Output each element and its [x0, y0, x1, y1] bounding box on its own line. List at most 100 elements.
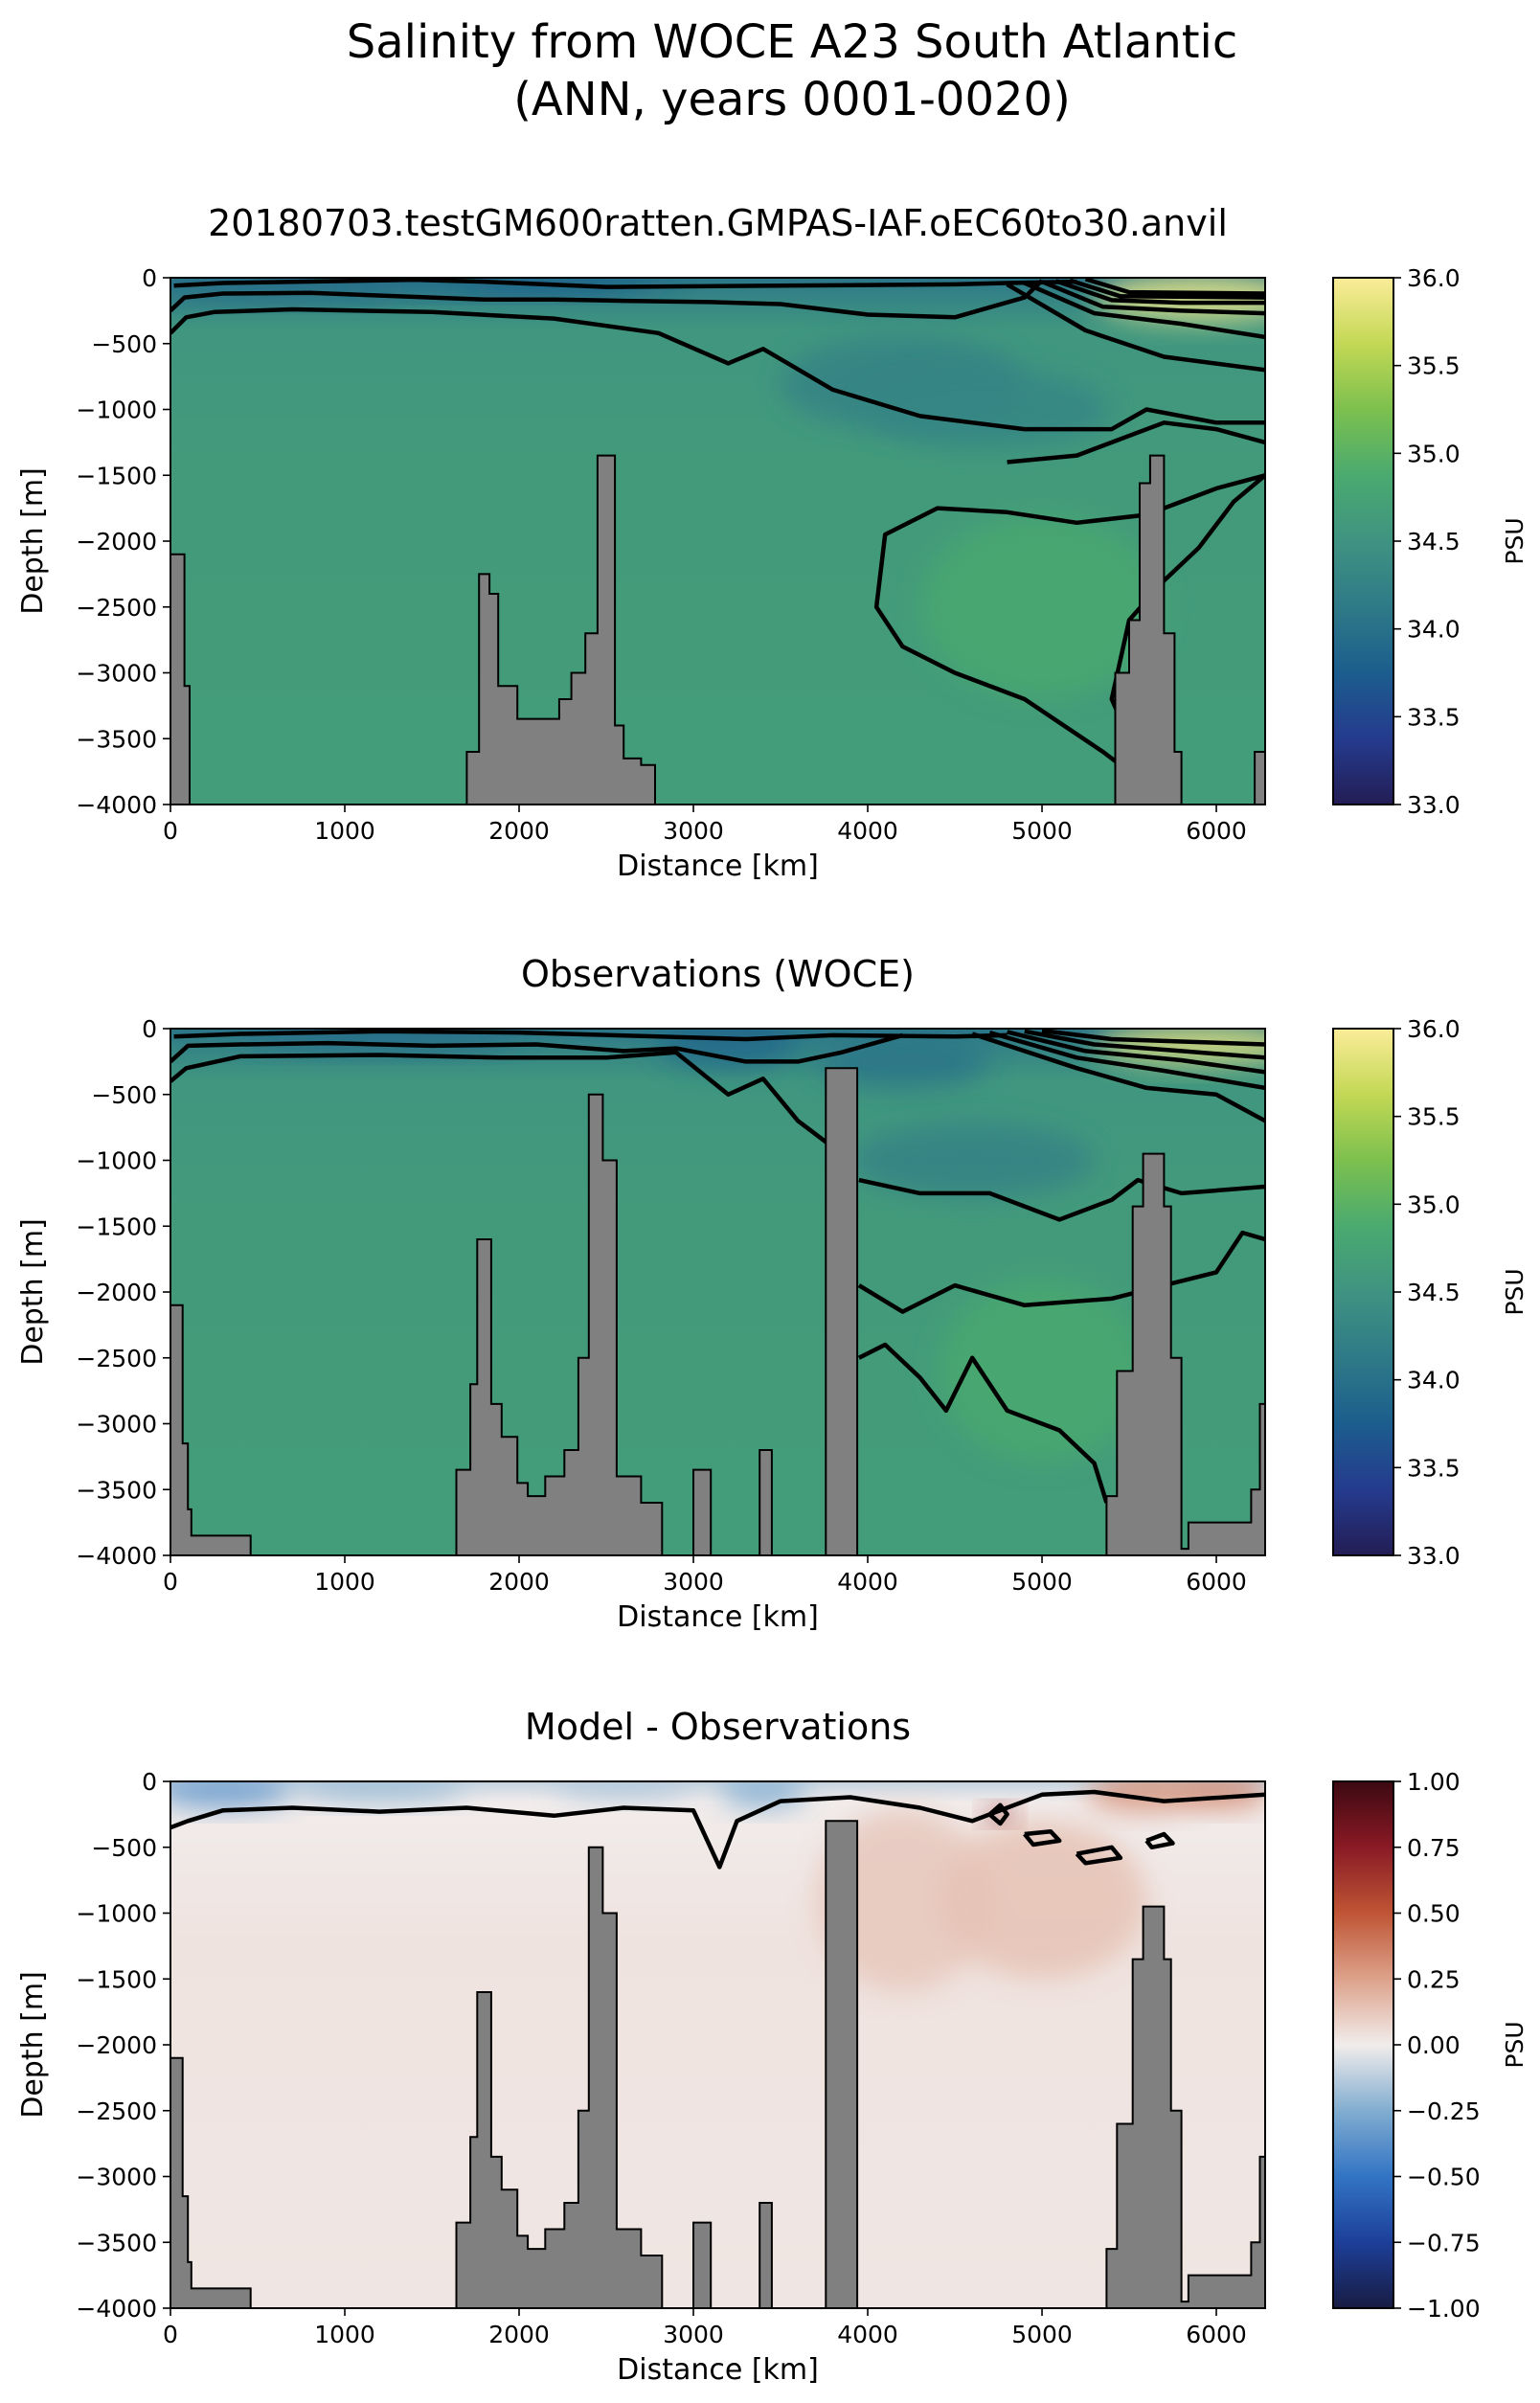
- x-tick-label: 6000: [1186, 817, 1247, 845]
- colorbar-tick-label: 35.0: [1407, 440, 1461, 467]
- y-tick-label: −500: [91, 1081, 157, 1109]
- x-tick-label: 1000: [314, 2321, 375, 2348]
- contour-line: [858, 1177, 1265, 1222]
- contour-line: [170, 279, 1044, 320]
- x-tick-label: 4000: [837, 2321, 898, 2348]
- contour-line: [1075, 1845, 1123, 1866]
- y-tick-label: −500: [91, 1834, 157, 1862]
- contour-line: [1041, 1029, 1265, 1047]
- x-tick-label: 5000: [1011, 1568, 1073, 1596]
- contour-line: [1054, 279, 1265, 306]
- y-tick-label: −3500: [76, 725, 157, 753]
- colorbar-tick-label: 36.0: [1407, 1015, 1461, 1043]
- y-axis-label: Depth [m]: [16, 1971, 50, 2119]
- x-tick-label: 0: [163, 2321, 178, 2348]
- field-anomaly: [815, 1807, 990, 1992]
- contour-lines: [170, 1029, 1265, 1504]
- y-tick-label: −3000: [76, 660, 157, 688]
- colorbar-tick-label: 34.0: [1407, 1367, 1461, 1394]
- contour-line: [1024, 1029, 1265, 1060]
- field-anomaly: [1085, 1781, 1208, 1812]
- colorbar-scale: [1332, 1028, 1394, 1556]
- y-tick-label: −2000: [76, 1279, 157, 1306]
- contour-line: [1069, 278, 1265, 300]
- colorbar-tick-label: −1.00: [1407, 2295, 1481, 2323]
- field-anomaly: [937, 1279, 1147, 1463]
- colorbar-label: PSU: [1501, 517, 1529, 564]
- figure-title-line1: Salinity from WOCE A23 South Atlantic: [347, 15, 1238, 69]
- colorbar-tick-label: 33.0: [1407, 1542, 1461, 1570]
- colorbar-tick-label: −0.75: [1407, 2229, 1481, 2256]
- y-tick-label: −3500: [76, 1476, 157, 1504]
- field-anomaly: [554, 1781, 693, 1801]
- colorbar-tick-label: 35.5: [1407, 352, 1461, 380]
- y-tick-label: −2500: [76, 2097, 157, 2125]
- colorbar-tick-label: 0.75: [1407, 1834, 1461, 1862]
- field-anomaly: [1181, 1781, 1265, 1808]
- x-axis-label: Distance [km]: [617, 1600, 819, 1634]
- contour-line: [971, 1031, 1265, 1123]
- colorbar-label: PSU: [1501, 1268, 1529, 1315]
- x-tick-label: 3000: [663, 2321, 724, 2348]
- y-axis-label: Depth [m]: [16, 1218, 50, 1366]
- y-axis-label: Depth [m]: [16, 467, 50, 615]
- colorbar-tick-label: 36.0: [1407, 264, 1461, 292]
- colorbar-tick-label: 1.00: [1407, 1768, 1461, 1796]
- x-tick-label: 5000: [1011, 2321, 1073, 2348]
- x-tick-label: 2000: [488, 817, 550, 845]
- contour-line: [1144, 1831, 1175, 1850]
- contour-line: [988, 1030, 1265, 1091]
- colorbar-tick-label: 0.00: [1407, 2031, 1461, 2059]
- field-anomaly: [849, 1123, 1095, 1197]
- x-tick-label: 3000: [663, 1568, 724, 1596]
- contour-line: [987, 1802, 1009, 1826]
- colorbar-tick-label: 34.5: [1407, 1279, 1461, 1306]
- bathymetry: [170, 1820, 1266, 2309]
- x-tick-label: 1000: [314, 817, 375, 845]
- x-tick-label: 0: [163, 1568, 178, 1596]
- y-tick-label: −1000: [76, 1900, 157, 1928]
- y-tick-label: −2000: [76, 528, 157, 555]
- colorbar-label: PSU: [1501, 2021, 1529, 2068]
- y-tick-label: −2000: [76, 2031, 157, 2059]
- panel-title: 20180703.testGM600ratten.GMPAS-IAF.oEC60…: [208, 202, 1228, 244]
- colorbar-tick-label: 33.0: [1407, 791, 1461, 819]
- contour-line: [170, 1032, 904, 1064]
- x-tick-label: 4000: [837, 1568, 898, 1596]
- x-axis-label: Distance [km]: [617, 2353, 819, 2387]
- contour-line: [1023, 1829, 1062, 1848]
- field-background: [170, 1029, 1265, 1555]
- figure-title-line2: (ANN, years 0001-0020): [513, 73, 1071, 126]
- colorbar: 33.0 33.5 34.0 34.5 35.0 35.5 36.0 PSU: [1332, 1015, 1529, 1570]
- contour-lines: [170, 1789, 1265, 1870]
- salinity-field: [170, 1781, 1265, 2308]
- field-anomaly: [1094, 1029, 1265, 1065]
- x-tick-label: 4000: [837, 817, 898, 845]
- colorbar-tick-label: −0.25: [1407, 2097, 1481, 2125]
- colorbar-tick-label: 33.5: [1407, 703, 1461, 731]
- colorbar-tick-label: 35.0: [1407, 1190, 1461, 1218]
- colorbar-scale: [1332, 1780, 1394, 2309]
- colorbar-tick-label: 34.0: [1407, 616, 1461, 644]
- panel-3: 0 1000 2000 3000 4000 5000 6000 0 −500 −1000 −1500…: [16, 1706, 1529, 2387]
- y-tick-label: −2500: [76, 594, 157, 622]
- colorbar-tick-label: 0.50: [1407, 1900, 1461, 1928]
- contour-line: [1007, 420, 1265, 465]
- colorbar-tick-label: 33.5: [1407, 1454, 1461, 1482]
- contour-line: [170, 306, 1265, 432]
- x-tick-label: 1000: [314, 1568, 375, 1596]
- contour-line: [170, 1789, 1265, 1870]
- bathymetry: [170, 1067, 1266, 1556]
- contour-line: [170, 1050, 834, 1149]
- y-tick-label: 0: [142, 1768, 157, 1796]
- contour-line: [1006, 282, 1265, 373]
- x-tick-label: 0: [163, 817, 178, 845]
- contour-line: [1023, 281, 1265, 340]
- y-tick-label: −1500: [76, 462, 157, 489]
- field-anomaly: [170, 1781, 293, 1808]
- y-tick-label: −1000: [76, 1147, 157, 1175]
- x-tick-label: 2000: [488, 1568, 550, 1596]
- y-tick-label: −4000: [76, 1542, 157, 1570]
- y-tick-label: −2500: [76, 1345, 157, 1372]
